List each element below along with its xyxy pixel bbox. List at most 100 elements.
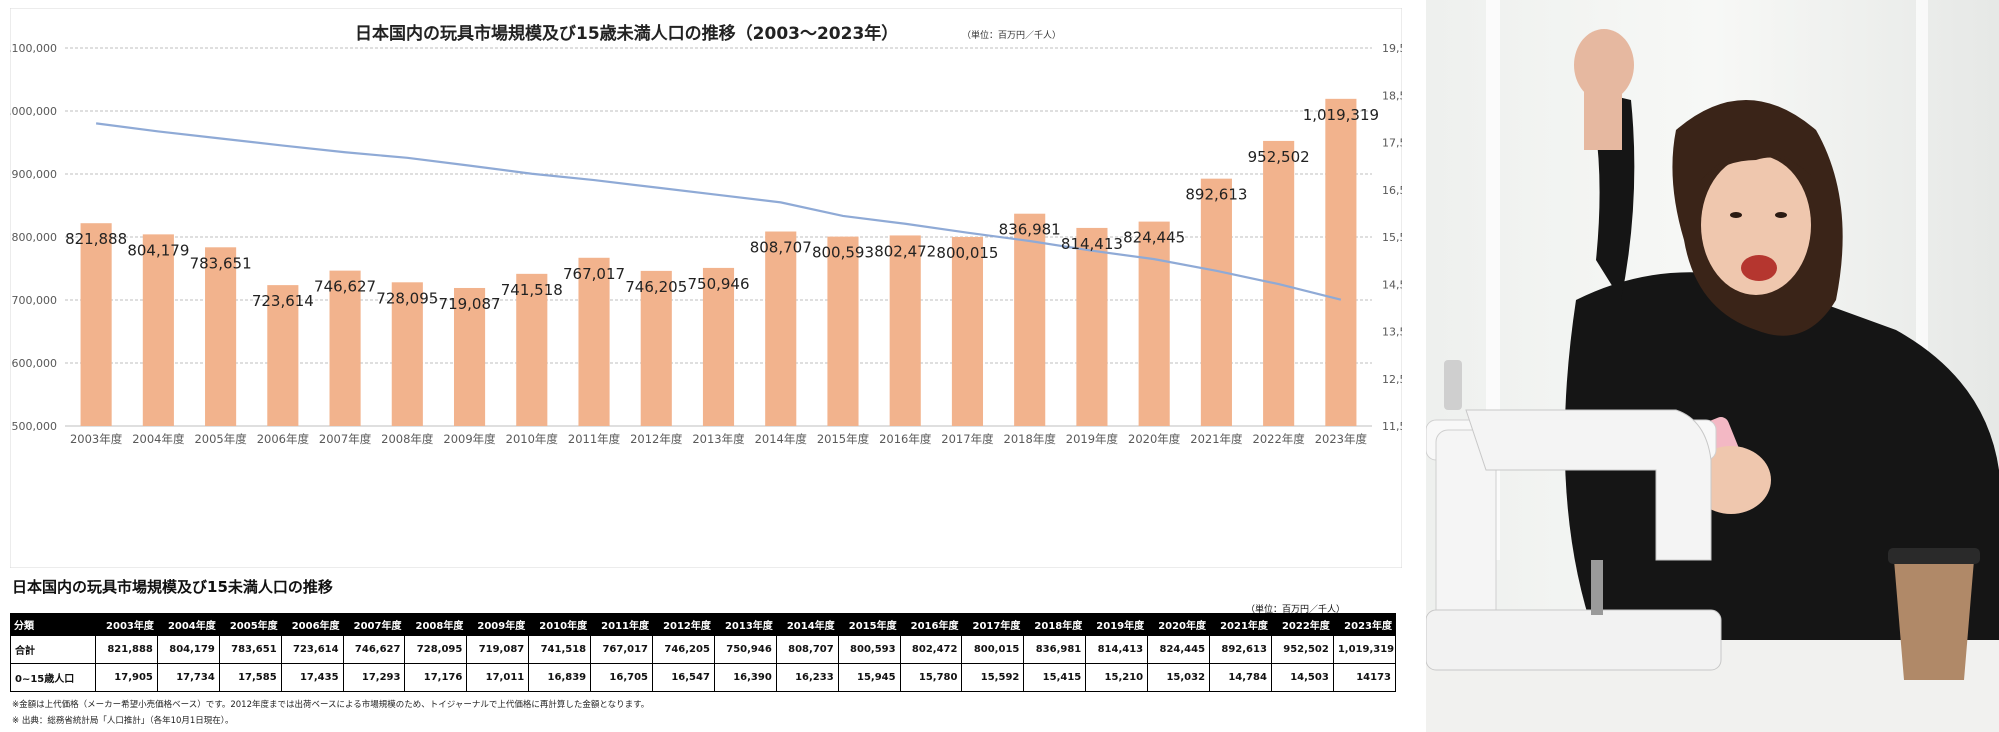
table-cell: 746,205 [652, 635, 715, 664]
table-row-label: 0~15歳人口 [10, 663, 96, 692]
table-cell: 14,503 [1270, 663, 1334, 692]
bar-2019年度 [1076, 227, 1108, 426]
table-cell: 17,585 [218, 663, 282, 692]
y-left-tick-label: 800,000 [12, 231, 58, 244]
bar-value-label: 723,614 [252, 292, 314, 310]
data-table: 分類 2003年度 2004年度 2005年度 2006年度 2007年度 2008年度 20… [10, 613, 1397, 692]
x-tick-label: 2023年度 [1315, 432, 1368, 446]
table-header-year: 2014年度 [775, 613, 839, 636]
table-header-year: 2015年度 [837, 613, 901, 636]
table-header-category: 分類 [10, 613, 96, 636]
table-cell: 824,445 [1147, 635, 1211, 664]
woman-celebrating-photo [1426, 0, 1999, 732]
bar-2014年度 [765, 231, 797, 426]
x-tick-label: 2003年度 [70, 432, 123, 446]
chart-panel: 日本国内の玩具市場規模及び15歳未満人口の推移（2003～2023年） （単位：… [10, 8, 1402, 726]
table-cell: 814,413 [1085, 635, 1149, 664]
table-cell: 808,707 [775, 635, 839, 664]
bar-2021年度 [1200, 178, 1232, 426]
x-tick-label: 2004年度 [132, 432, 185, 446]
table-cell: 15,592 [961, 663, 1025, 692]
table-header-year: 2009年度 [466, 613, 530, 636]
table-cell: 14173 [1332, 663, 1397, 692]
x-tick-label: 2021年度 [1190, 432, 1243, 446]
y-left-tick-label: 1,000,000 [10, 105, 57, 118]
bar-value-label: 804,179 [127, 241, 189, 259]
x-tick-label: 2006年度 [257, 432, 310, 446]
table-cell: 16,839 [528, 663, 592, 692]
table-cell: 952,502 [1270, 635, 1334, 664]
table-cell: 17,734 [156, 663, 220, 692]
bar-value-label: 741,518 [501, 281, 563, 299]
bar-value-label: 814,413 [1061, 235, 1123, 253]
table-header-year: 2006年度 [280, 613, 344, 636]
table-cell: 750,946 [713, 635, 777, 664]
table-cell: 16,705 [590, 663, 654, 692]
table-row: 0~15歳人口 17,905 17,734 17,585 17,435 17,293 17,… [10, 663, 1397, 692]
bar-2008年度 [391, 282, 423, 426]
table-cell: 741,518 [528, 635, 592, 664]
table-header-year: 2008年度 [404, 613, 468, 636]
bar-value-label: 767,017 [563, 265, 625, 283]
table-cell: 800,593 [837, 635, 901, 664]
population-line [95, 122, 1342, 301]
bar-2016年度 [889, 235, 921, 426]
bar-2012年度 [640, 270, 672, 426]
table-header-year: 2023年度 [1332, 613, 1397, 636]
table-cell: 1,019,319 [1332, 635, 1397, 664]
table-header-year: 2021年度 [1209, 613, 1272, 636]
x-tick-label: 2015年度 [817, 432, 870, 446]
table-unit-note: （単位：百万円／千人） [1246, 605, 1346, 615]
bar-2017年度 [951, 236, 984, 426]
bar-value-label: 1,019,319 [1303, 106, 1379, 124]
table-header-year: 2013年度 [713, 613, 777, 636]
x-tick-label: 2019年度 [1066, 432, 1119, 446]
footnote-source: ※ 出典：総務省統計局「人口推計」（各年10月1日現在）。 [12, 716, 234, 726]
bar-value-label: 750,946 [687, 275, 749, 293]
bar-2007年度 [329, 270, 361, 426]
coffee-cup [1888, 548, 1980, 680]
table-header-year: 2003年度 [95, 613, 158, 636]
table-header-year: 2022年度 [1270, 613, 1334, 636]
table-cell: 16,547 [652, 663, 715, 692]
table-cell: 17,905 [95, 663, 158, 692]
y-left-tick-label: 500,000 [12, 420, 58, 433]
table-cell: 14,784 [1209, 663, 1272, 692]
bar-value-label: 746,205 [625, 278, 687, 296]
bar-2018年度 [1014, 213, 1046, 426]
table-cell: 723,614 [280, 635, 344, 664]
table-cell: 802,472 [899, 635, 963, 664]
y-right-tick-label: 13,500 [1382, 326, 1402, 339]
x-tick-label: 2022年度 [1253, 432, 1306, 446]
bar-2011年度 [578, 257, 610, 426]
x-tick-label: 2014年度 [755, 432, 808, 446]
table-header-year: 2016年度 [899, 613, 963, 636]
bar-2003年度 [80, 223, 112, 426]
table-cell: 719,087 [466, 635, 530, 664]
table-cell: 15,780 [899, 663, 963, 692]
x-tick-label: 2007年度 [319, 432, 372, 446]
table-cell: 15,415 [1023, 663, 1087, 692]
table-cell: 783,651 [218, 635, 282, 664]
bar-value-label: 836,981 [999, 221, 1061, 239]
table-header-year: 2011年度 [590, 613, 654, 636]
table-cell: 17,176 [404, 663, 468, 692]
y-right-tick-label: 18,500 [1382, 89, 1402, 102]
table-cell: 836,981 [1023, 635, 1087, 664]
bar-value-label: 728,095 [376, 289, 438, 307]
bar-value-label: 783,651 [190, 254, 252, 272]
table-cell: 17,011 [466, 663, 530, 692]
table-header-year: 2017年度 [961, 613, 1025, 636]
table-cell: 892,613 [1209, 635, 1272, 664]
x-tick-label: 2010年度 [506, 432, 559, 446]
table-header-year: 2004年度 [156, 613, 220, 636]
y-left-tick-label: 700,000 [12, 294, 58, 307]
y-left-tick-label: 1,100,000 [10, 42, 57, 55]
bar-value-label: 746,627 [314, 278, 376, 296]
bar-2005年度 [205, 247, 237, 426]
bar-2013年度 [702, 267, 735, 426]
bar-value-label: 719,087 [439, 295, 501, 313]
table-row: 合計 821,888 804,179 783,651 723,614 746,627 728… [10, 635, 1397, 664]
table-row-label: 合計 [10, 635, 96, 664]
bar-value-label: 808,707 [750, 239, 812, 257]
